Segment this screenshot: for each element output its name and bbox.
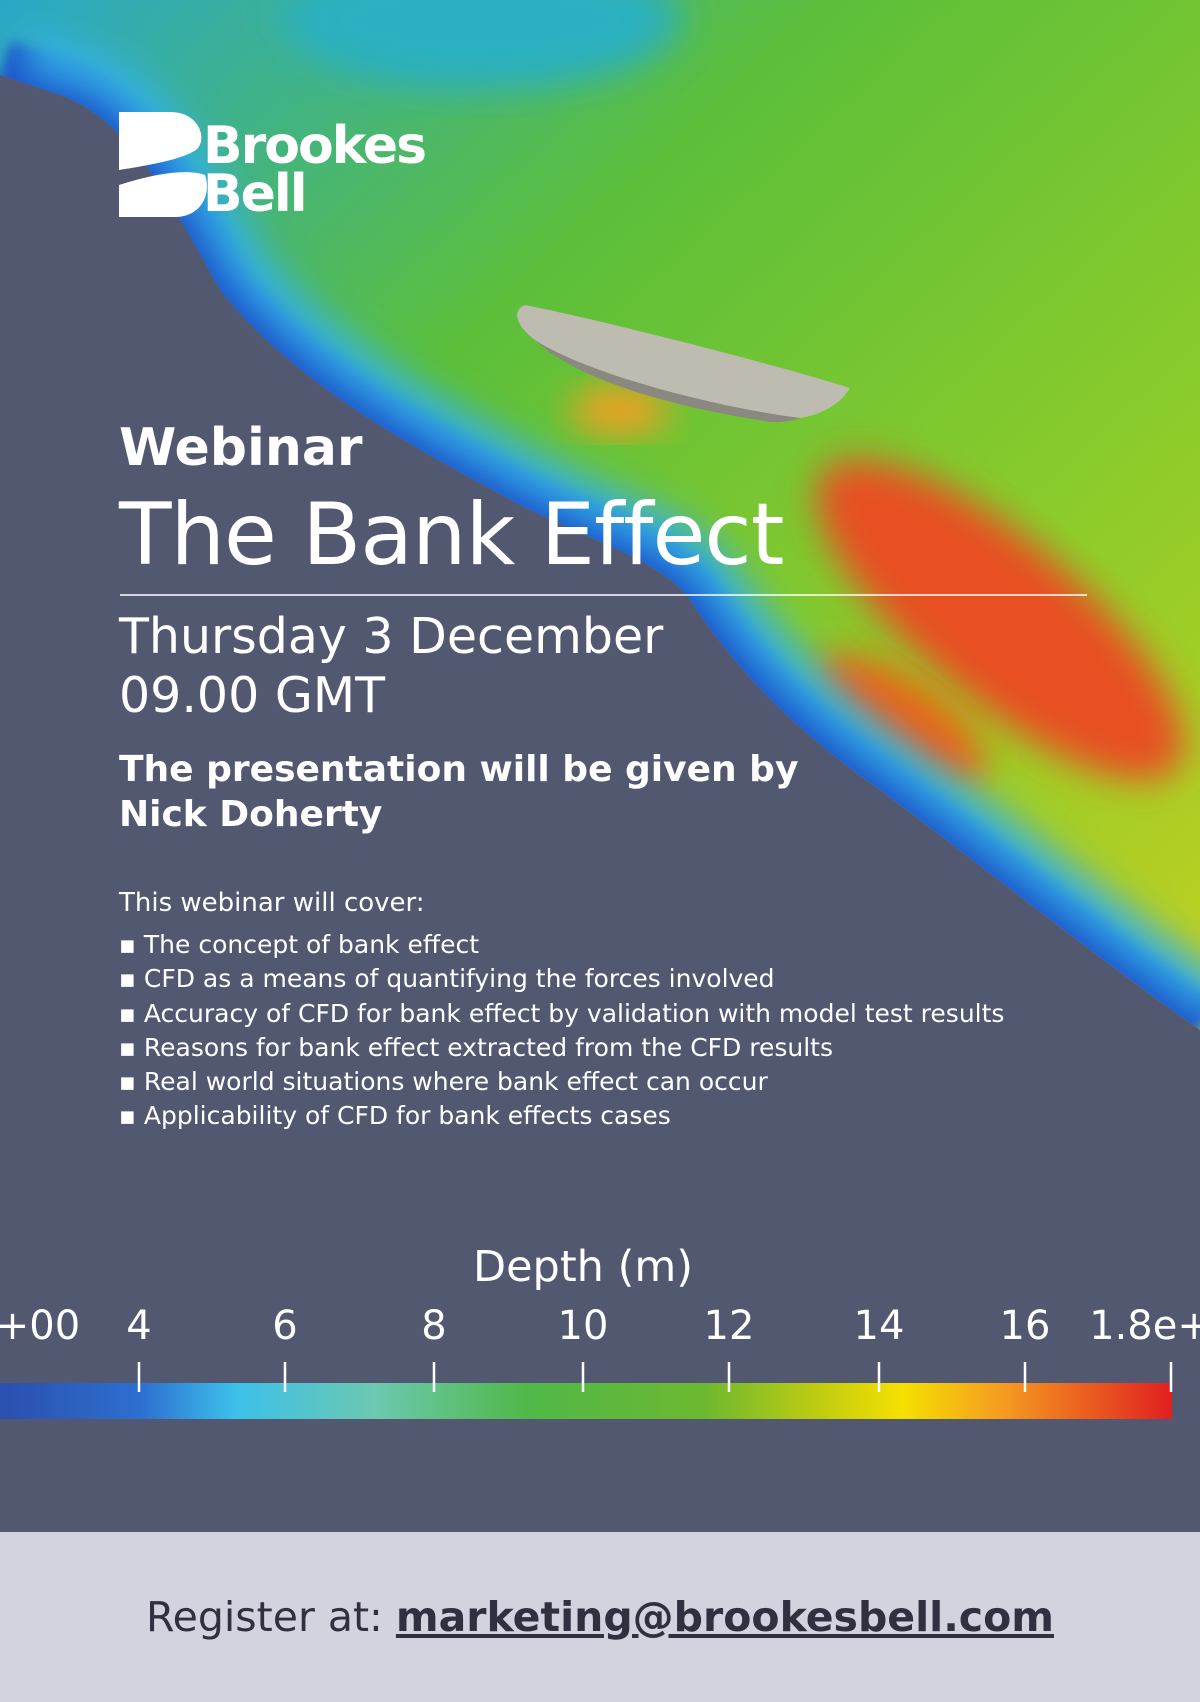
list-intro: This webinar will cover: bbox=[119, 888, 425, 918]
colorbar-label: 4 bbox=[126, 1303, 152, 1349]
colorbar-label: 10 bbox=[557, 1303, 609, 1349]
colorbar-label: 8 bbox=[421, 1303, 447, 1349]
topic-item: Real world situations where bank effect … bbox=[119, 1065, 1004, 1099]
colorbar-label: 14 bbox=[853, 1303, 905, 1349]
presenter: Nick Doherty bbox=[119, 794, 383, 835]
topic-list: The concept of bank effectCFD as a means… bbox=[119, 928, 1005, 1134]
topic-item: Accuracy of CFD for bank effect by valid… bbox=[119, 997, 1005, 1031]
colorbar-label: 12 bbox=[703, 1303, 755, 1349]
colorbar-label: +00 bbox=[0, 1303, 81, 1349]
footer-prefix: Register at: bbox=[146, 1593, 383, 1641]
topic-item: CFD as a means of quantifying the forces… bbox=[119, 962, 1004, 996]
time: 09.00 GMT bbox=[119, 667, 386, 724]
colorbar-label: 6 bbox=[272, 1303, 298, 1349]
colorbar-ticks bbox=[137, 1362, 1173, 1392]
colorbar bbox=[0, 1383, 1172, 1419]
logo-icon bbox=[119, 112, 207, 217]
kicker: Webinar bbox=[119, 418, 363, 478]
colorbar-label: 16 bbox=[999, 1303, 1051, 1349]
cfd-background bbox=[0, 0, 1200, 1419]
logo-text: Brookes bbox=[203, 116, 427, 176]
colorbar-title: Depth (m) bbox=[472, 1242, 694, 1292]
email-link[interactable]: marketing@brookesbell.com bbox=[395, 1593, 1054, 1641]
colorbar-label: 1.8e+ bbox=[1089, 1303, 1200, 1349]
topic-item: Applicability of CFD for bank effects ca… bbox=[119, 1099, 1004, 1133]
presenter: The presentation will be given by bbox=[119, 749, 799, 790]
logo-text: Bell bbox=[203, 164, 308, 224]
title: The Bank Effect bbox=[119, 485, 784, 585]
date: Thursday 3 December bbox=[119, 608, 664, 665]
topic-item: The concept of bank effect bbox=[119, 928, 1004, 962]
topic-item: Reasons for bank effect extracted from t… bbox=[119, 1031, 1004, 1065]
footer: Register at: marketing@brookesbell.com bbox=[0, 1532, 1200, 1702]
